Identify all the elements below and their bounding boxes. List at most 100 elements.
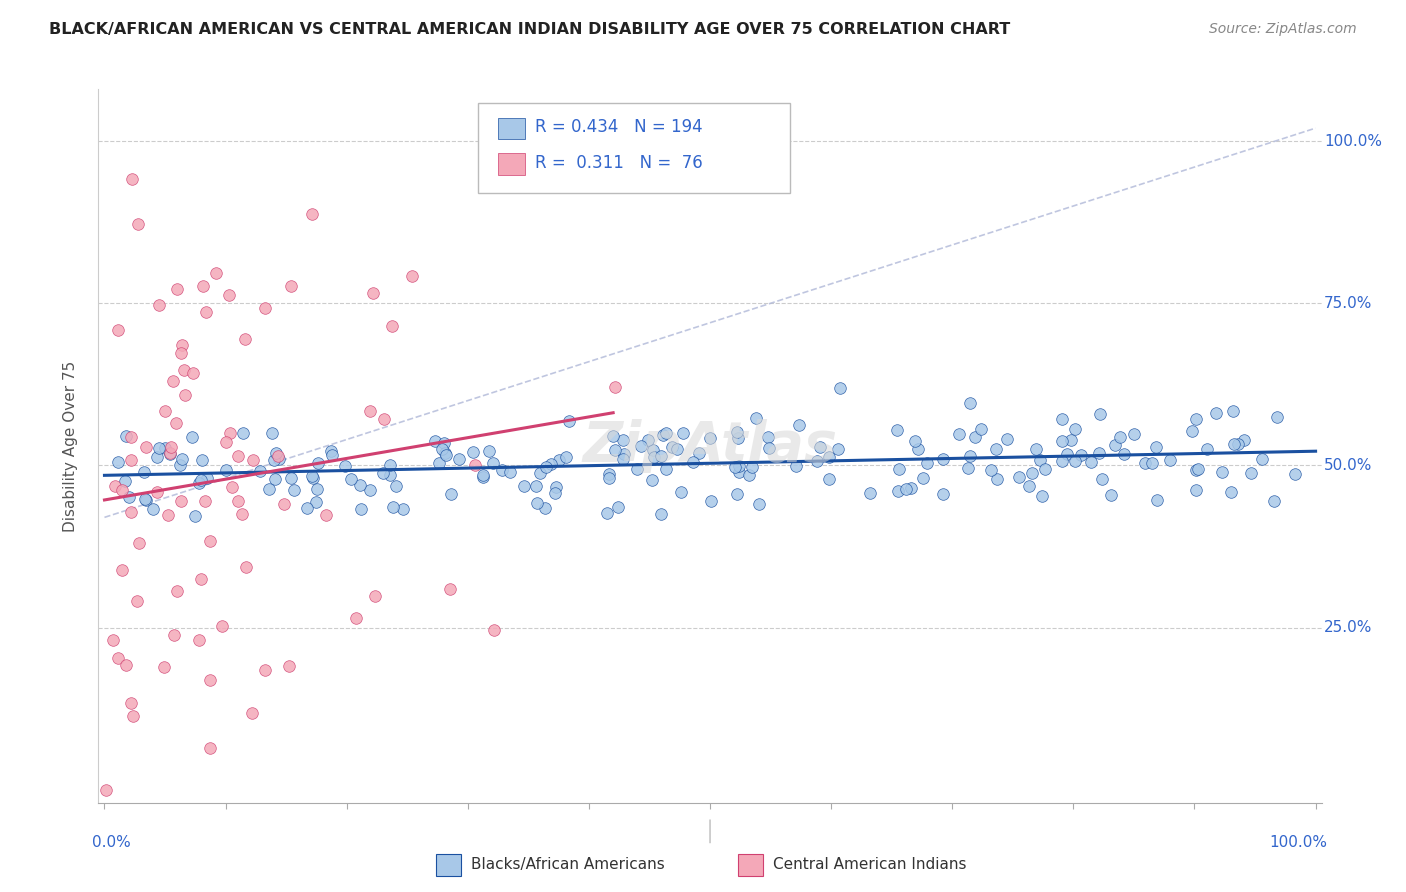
Point	[172, 452, 194, 467]
Point	[169, 458, 191, 472]
Point	[233, 332, 256, 346]
Point	[128, 535, 150, 549]
Point	[163, 628, 186, 642]
Point	[980, 463, 1002, 477]
Y-axis label: Disability Age Over 75: Disability Age Over 75	[63, 360, 77, 532]
Point	[741, 460, 763, 475]
Point	[153, 442, 176, 456]
Point	[1109, 430, 1132, 444]
Point	[959, 449, 981, 463]
Point	[373, 411, 395, 425]
Point	[439, 582, 461, 596]
Point	[273, 497, 295, 511]
Point	[744, 411, 766, 425]
Point	[650, 449, 672, 463]
Point	[655, 425, 678, 440]
Point	[478, 444, 501, 458]
Point	[1195, 442, 1218, 456]
Point	[127, 594, 149, 608]
Point	[1122, 426, 1144, 441]
Point	[1033, 462, 1056, 476]
Point	[307, 456, 329, 470]
Point	[1021, 466, 1043, 480]
Point	[433, 445, 456, 459]
Point	[392, 502, 415, 516]
Point	[1205, 406, 1227, 420]
Point	[221, 480, 243, 494]
Point	[756, 430, 779, 444]
Point	[198, 740, 221, 755]
Point	[1064, 422, 1087, 436]
Point	[1251, 452, 1274, 467]
Point	[699, 431, 721, 445]
Text: Central American Indians: Central American Indians	[773, 857, 967, 871]
Point	[534, 460, 557, 475]
Point	[181, 366, 204, 380]
Point	[253, 301, 276, 315]
Point	[153, 403, 176, 417]
Point	[463, 445, 485, 459]
Point	[263, 453, 285, 467]
Point	[231, 507, 253, 521]
Point	[1220, 485, 1243, 500]
Point	[650, 508, 672, 522]
Point	[173, 363, 195, 377]
Point	[107, 323, 129, 337]
Point	[218, 425, 240, 440]
Bar	[498, 153, 526, 175]
Point	[672, 425, 695, 440]
Point	[858, 485, 880, 500]
Point	[280, 279, 302, 293]
Point	[887, 461, 910, 475]
Point	[226, 493, 249, 508]
Bar	[498, 118, 526, 139]
Point	[321, 448, 343, 462]
Point	[187, 632, 209, 647]
Point	[235, 560, 257, 574]
Point	[596, 506, 619, 520]
Point	[159, 446, 181, 460]
Point	[162, 374, 184, 388]
Point	[249, 464, 271, 478]
Point	[605, 442, 627, 457]
Point	[315, 508, 337, 522]
Point	[134, 492, 156, 507]
Point	[170, 494, 193, 508]
Point	[159, 447, 181, 461]
Point	[932, 487, 955, 501]
Point	[785, 458, 807, 473]
Point	[240, 706, 263, 720]
Point	[283, 483, 305, 498]
Point	[1052, 412, 1074, 426]
Point	[464, 458, 486, 473]
Point	[612, 451, 634, 466]
Point	[524, 479, 547, 493]
Point	[195, 471, 218, 485]
Point	[482, 624, 505, 638]
Point	[166, 584, 188, 599]
Point	[1031, 489, 1053, 503]
Point	[1233, 434, 1256, 448]
Point	[121, 172, 143, 186]
Point	[198, 533, 221, 548]
Point	[1018, 479, 1040, 493]
Point	[211, 619, 233, 633]
Point	[1181, 424, 1204, 438]
Point	[1185, 412, 1208, 426]
Point	[758, 441, 780, 455]
Point	[184, 508, 207, 523]
Point	[682, 455, 704, 469]
Point	[302, 471, 325, 485]
Point	[190, 473, 212, 487]
Point	[1088, 407, 1111, 421]
Point	[166, 282, 188, 296]
Point	[110, 483, 132, 497]
FancyBboxPatch shape	[478, 103, 790, 193]
Point	[1223, 437, 1246, 451]
Point	[301, 207, 323, 221]
Text: R = 0.434   N = 194: R = 0.434 N = 194	[536, 118, 703, 136]
Point	[381, 318, 404, 333]
Point	[613, 447, 636, 461]
Point	[818, 471, 841, 485]
Text: 0.0%: 0.0%	[93, 835, 131, 850]
